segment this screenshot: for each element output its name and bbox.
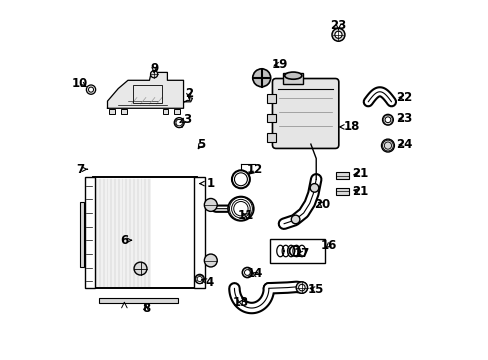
Bar <box>266 134 276 142</box>
Bar <box>163 109 168 114</box>
Circle shape <box>298 284 305 291</box>
Text: 7: 7 <box>77 163 87 176</box>
Circle shape <box>204 254 217 267</box>
Polygon shape <box>107 72 183 108</box>
Ellipse shape <box>227 197 253 221</box>
Circle shape <box>86 85 96 94</box>
Circle shape <box>204 198 217 211</box>
Text: 12: 12 <box>246 163 263 176</box>
Circle shape <box>150 71 158 78</box>
Text: 16: 16 <box>320 239 336 252</box>
Bar <box>283 73 303 84</box>
Text: 15: 15 <box>307 283 324 296</box>
Circle shape <box>195 274 204 284</box>
Ellipse shape <box>284 72 301 79</box>
Circle shape <box>174 118 184 128</box>
Bar <box>174 109 180 114</box>
Text: 13: 13 <box>232 296 248 309</box>
Bar <box>93 177 197 288</box>
Bar <box>99 298 178 303</box>
Circle shape <box>384 117 390 123</box>
Text: 24: 24 <box>395 138 411 150</box>
Text: 3: 3 <box>180 113 191 126</box>
Circle shape <box>331 28 344 41</box>
Text: 21: 21 <box>351 185 367 198</box>
Circle shape <box>334 31 341 39</box>
Bar <box>269 239 325 263</box>
Bar <box>85 177 95 288</box>
Circle shape <box>197 276 202 282</box>
Text: 5: 5 <box>196 138 204 151</box>
Text: 4: 4 <box>202 276 213 289</box>
Bar <box>93 177 197 288</box>
Text: 1: 1 <box>200 177 214 190</box>
Bar <box>194 177 204 288</box>
Bar <box>336 172 348 179</box>
Bar <box>121 109 127 114</box>
Text: 23: 23 <box>330 19 346 32</box>
Bar <box>80 202 83 267</box>
Text: 22: 22 <box>395 91 411 104</box>
Circle shape <box>296 282 307 293</box>
Circle shape <box>176 120 182 126</box>
FancyBboxPatch shape <box>272 78 338 148</box>
Circle shape <box>88 87 93 92</box>
Text: 19: 19 <box>271 58 287 71</box>
Bar <box>266 114 276 122</box>
Bar <box>133 85 162 103</box>
Bar <box>336 188 348 195</box>
Text: 8: 8 <box>142 302 150 315</box>
Text: 18: 18 <box>339 121 360 134</box>
Text: 11: 11 <box>238 209 254 222</box>
Bar <box>109 109 115 114</box>
Circle shape <box>244 270 250 275</box>
Text: 23: 23 <box>395 112 411 125</box>
Circle shape <box>309 184 318 192</box>
Bar <box>266 94 276 103</box>
Text: 6: 6 <box>120 234 131 247</box>
Circle shape <box>134 262 147 275</box>
Text: 20: 20 <box>314 198 330 211</box>
Circle shape <box>381 139 394 152</box>
Text: 2: 2 <box>184 87 193 100</box>
Circle shape <box>252 69 270 87</box>
Text: 17: 17 <box>293 247 309 260</box>
Text: 21: 21 <box>351 167 367 180</box>
Text: 14: 14 <box>246 267 263 280</box>
Circle shape <box>291 215 299 224</box>
Polygon shape <box>184 98 192 102</box>
Circle shape <box>382 114 392 125</box>
Text: 10: 10 <box>72 77 88 90</box>
Text: 9: 9 <box>150 62 158 75</box>
